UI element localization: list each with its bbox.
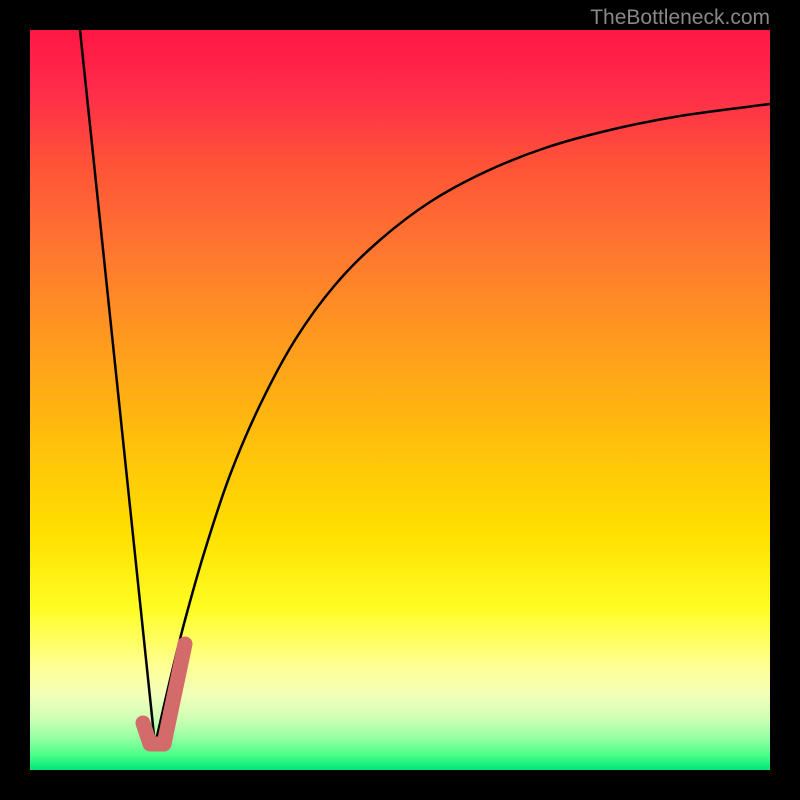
left-descending-line: [80, 30, 155, 745]
right-log-curve: [155, 104, 770, 745]
curves-layer: [30, 30, 770, 770]
chart-plot-area: [30, 30, 770, 770]
watermark-text: TheBottleneck.com: [590, 6, 770, 30]
